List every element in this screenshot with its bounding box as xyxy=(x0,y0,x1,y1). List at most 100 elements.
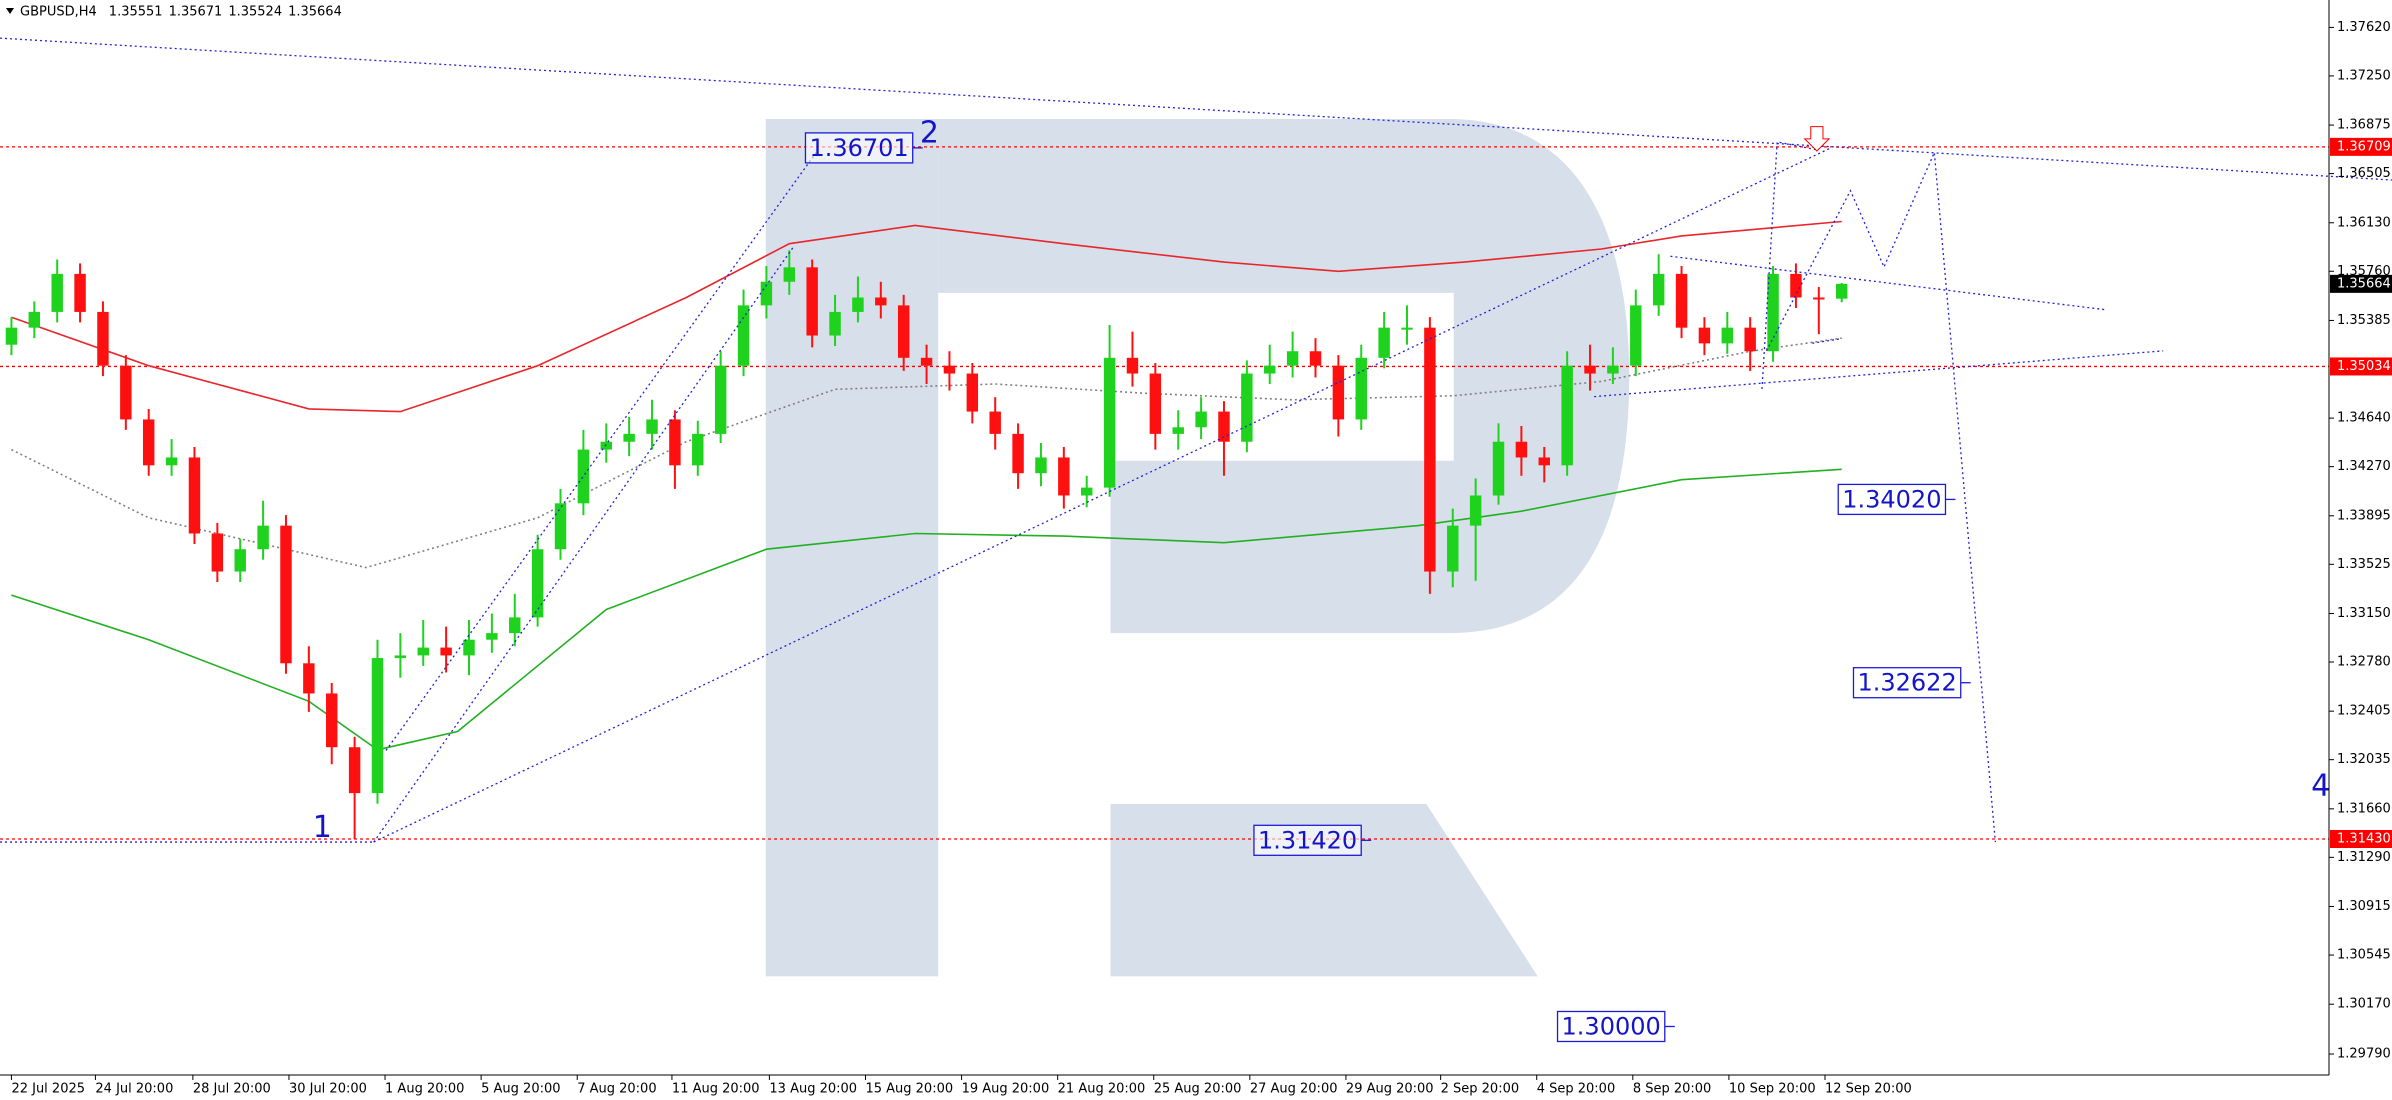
x-tick-label: 22 Jul 2025 xyxy=(11,1082,85,1097)
candle-body xyxy=(1835,283,1848,299)
x-tick-label: 24 Jul 20:00 xyxy=(95,1082,173,1097)
candle-body xyxy=(875,297,887,306)
candle-body xyxy=(348,747,361,794)
level-price-tag xyxy=(2330,829,2392,848)
x-tick-label: 2 Sep 20:00 xyxy=(1441,1082,1520,1097)
logo-leg xyxy=(1110,803,1538,977)
x-tick-label: 27 Aug 20:00 xyxy=(1250,1082,1338,1097)
x-tick-label: 11 Aug 20:00 xyxy=(672,1082,760,1097)
current-price-label: 1.35664 xyxy=(2337,276,2391,291)
candle-body xyxy=(371,658,384,794)
candle-body xyxy=(1561,365,1573,466)
candle-body xyxy=(257,525,269,550)
x-tick-label: 8 Sep 20:00 xyxy=(1633,1082,1712,1097)
candle-body xyxy=(852,297,864,312)
y-tick-label: 1.36505 xyxy=(2337,166,2391,181)
wave-label: 4 xyxy=(2311,769,2330,804)
y-tick-label: 1.32035 xyxy=(2337,752,2391,767)
level-price-tag xyxy=(2330,137,2392,156)
candle-body xyxy=(897,305,910,358)
y-tick-label: 1.33525 xyxy=(2337,557,2391,572)
candle-body xyxy=(714,365,727,434)
y-tick-label: 1.30170 xyxy=(2337,997,2391,1012)
candle-body xyxy=(943,365,956,374)
candle-body xyxy=(1264,365,1276,374)
candle-body xyxy=(1652,273,1665,306)
moving-average xyxy=(11,468,1842,751)
candle-body xyxy=(440,647,452,656)
y-tick-label: 1.34640 xyxy=(2337,411,2391,426)
candle-body xyxy=(1675,273,1688,328)
menu-icon xyxy=(6,8,14,14)
candle-body xyxy=(1218,411,1230,442)
candle-body xyxy=(234,549,246,572)
candle-body xyxy=(1447,525,1459,572)
candle-body xyxy=(463,639,475,656)
logo-bowl xyxy=(938,118,1630,634)
candle-body xyxy=(417,647,429,656)
level-price-label: 1.35034 xyxy=(2337,359,2391,374)
candle-body xyxy=(1332,365,1345,420)
triangle-line xyxy=(1594,351,2163,397)
candle-body xyxy=(394,655,407,659)
candle-body xyxy=(1721,327,1734,344)
price-target-label: 1.34020 xyxy=(1842,485,1941,513)
y-tick-label: 1.35385 xyxy=(2337,313,2391,328)
y-tick-label: 1.32405 xyxy=(2337,704,2391,719)
candle-body xyxy=(165,457,178,466)
price-target-label: 1.36701 xyxy=(809,134,908,162)
candle-body xyxy=(509,617,521,634)
candle-body xyxy=(554,503,567,550)
candle-body xyxy=(737,305,750,366)
x-tick-label: 30 Jul 20:00 xyxy=(289,1082,367,1097)
candle-body xyxy=(783,267,796,282)
candle-body xyxy=(1767,273,1779,352)
trend-line xyxy=(374,247,794,842)
candle-body xyxy=(1538,457,1550,466)
candle-body xyxy=(1813,297,1825,300)
candle-body xyxy=(303,663,315,694)
candle-body xyxy=(1080,487,1093,496)
moving-average xyxy=(11,337,1842,569)
candle-body xyxy=(280,525,292,664)
x-tick-label: 13 Aug 20:00 xyxy=(769,1082,857,1097)
x-tick-label: 28 Jul 20:00 xyxy=(193,1082,271,1097)
y-tick-label: 1.29790 xyxy=(2337,1047,2391,1062)
candle-body xyxy=(692,433,704,466)
level-price-tag xyxy=(2330,357,2392,376)
y-tick-label: 1.31660 xyxy=(2337,801,2391,816)
level-price-label: 1.31430 xyxy=(2337,831,2391,846)
candle-body xyxy=(1698,327,1711,344)
candle-body xyxy=(1241,373,1253,442)
candle-body xyxy=(1607,365,1619,374)
candle-body xyxy=(5,327,18,345)
candle-body xyxy=(97,311,109,366)
candle-body xyxy=(1630,305,1642,366)
x-tick-label: 29 Aug 20:00 xyxy=(1346,1082,1434,1097)
y-tick-label: 1.30915 xyxy=(2337,899,2391,914)
y-tick-label: 1.33895 xyxy=(2337,508,2391,523)
candle-body xyxy=(1149,373,1162,434)
candle-body xyxy=(1424,327,1436,572)
candle-body xyxy=(1103,357,1116,488)
x-tick-label: 21 Aug 20:00 xyxy=(1058,1082,1146,1097)
candle-body xyxy=(600,441,612,450)
candle-body xyxy=(211,533,224,572)
down-arrow xyxy=(1805,127,1829,151)
candle-body xyxy=(989,411,1001,434)
candle-body xyxy=(1126,357,1139,374)
price-target-label: 1.32622 xyxy=(1857,669,1956,697)
candle-body xyxy=(623,433,635,442)
candle-body xyxy=(1058,457,1070,496)
candle-body xyxy=(1195,411,1207,428)
price-target-label: 1.31420 xyxy=(1258,826,1357,854)
candle-body xyxy=(1035,457,1047,474)
candle-body xyxy=(1790,273,1802,298)
candle-body xyxy=(28,311,41,328)
candle-body xyxy=(74,273,86,312)
header-low: 1.35524 xyxy=(228,5,282,20)
candle-body xyxy=(1492,441,1505,496)
y-tick-label: 1.37620 xyxy=(2337,20,2391,35)
price-target-box xyxy=(1837,483,1947,516)
